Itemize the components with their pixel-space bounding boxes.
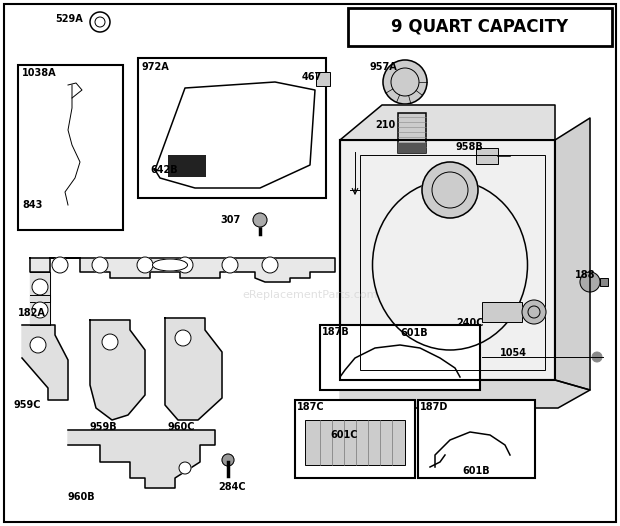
Circle shape (425, 460, 441, 476)
Polygon shape (340, 105, 555, 140)
Circle shape (177, 257, 193, 273)
Polygon shape (340, 380, 590, 408)
Bar (340, 140, 555, 380)
Text: 307: 307 (220, 215, 241, 225)
Circle shape (507, 150, 519, 162)
Polygon shape (30, 258, 335, 282)
Polygon shape (555, 118, 590, 390)
Text: 601B: 601B (400, 328, 428, 338)
Circle shape (52, 257, 68, 273)
Bar (600, 278, 608, 286)
Text: 187B: 187B (322, 327, 350, 337)
Circle shape (175, 330, 191, 346)
Text: 1054: 1054 (500, 348, 527, 358)
Bar (340, 140, 555, 380)
Circle shape (453, 370, 467, 384)
Polygon shape (30, 272, 50, 302)
Circle shape (299, 160, 305, 166)
Polygon shape (22, 325, 68, 400)
Circle shape (222, 454, 234, 466)
Text: 182A: 182A (18, 308, 46, 318)
Text: 960C: 960C (167, 422, 195, 432)
Text: eReplacementParts.com: eReplacementParts.com (242, 290, 378, 300)
Text: 843: 843 (22, 200, 42, 210)
Bar (398, 113, 426, 153)
Polygon shape (90, 320, 145, 420)
Bar (168, 155, 206, 177)
Text: 284C: 284C (218, 482, 246, 492)
Polygon shape (165, 318, 222, 420)
Bar (320, 325, 480, 390)
Circle shape (383, 60, 427, 104)
Bar (360, 155, 545, 370)
Circle shape (253, 213, 267, 227)
Bar (348, 8, 612, 46)
Circle shape (592, 352, 602, 362)
Text: 188: 188 (575, 270, 595, 280)
Polygon shape (68, 430, 215, 488)
Circle shape (92, 257, 108, 273)
Bar (418, 400, 535, 478)
Text: 1038A: 1038A (22, 68, 56, 78)
Ellipse shape (153, 259, 187, 271)
Bar (316, 72, 330, 86)
Bar (138, 58, 326, 198)
Polygon shape (155, 82, 315, 188)
Text: 187C: 187C (297, 402, 325, 412)
Circle shape (242, 115, 248, 121)
Text: 601B: 601B (462, 466, 490, 476)
Bar (398, 143, 426, 153)
Text: 529A: 529A (55, 14, 82, 24)
Circle shape (32, 302, 48, 318)
Circle shape (179, 462, 191, 474)
Bar (295, 400, 415, 478)
Circle shape (333, 370, 347, 384)
Circle shape (32, 279, 48, 295)
Circle shape (422, 162, 478, 218)
Text: 240C: 240C (456, 318, 484, 328)
Polygon shape (30, 295, 50, 325)
Circle shape (102, 334, 118, 350)
Ellipse shape (398, 108, 426, 118)
Circle shape (522, 300, 546, 324)
Text: 9 QUART CAPACITY: 9 QUART CAPACITY (391, 18, 569, 36)
Text: 972A: 972A (142, 62, 170, 72)
Text: 958B: 958B (456, 142, 484, 152)
Text: 959C: 959C (14, 400, 42, 410)
Bar (476, 148, 498, 164)
Circle shape (222, 257, 238, 273)
Circle shape (30, 337, 46, 353)
Bar (18, 65, 123, 230)
Text: 960B: 960B (68, 492, 95, 502)
Text: 959B: 959B (90, 422, 118, 432)
Ellipse shape (297, 420, 313, 464)
Bar (305, 420, 405, 465)
Ellipse shape (397, 420, 413, 464)
Circle shape (262, 257, 278, 273)
Text: 957A: 957A (370, 62, 398, 72)
Circle shape (580, 272, 600, 292)
Bar (482, 302, 522, 322)
Text: 601C: 601C (330, 430, 358, 440)
Circle shape (137, 257, 153, 273)
Text: 642B: 642B (150, 165, 177, 175)
Text: 187D: 187D (420, 402, 448, 412)
Circle shape (504, 447, 520, 463)
Text: 210: 210 (375, 120, 396, 130)
Text: 467: 467 (302, 72, 322, 82)
